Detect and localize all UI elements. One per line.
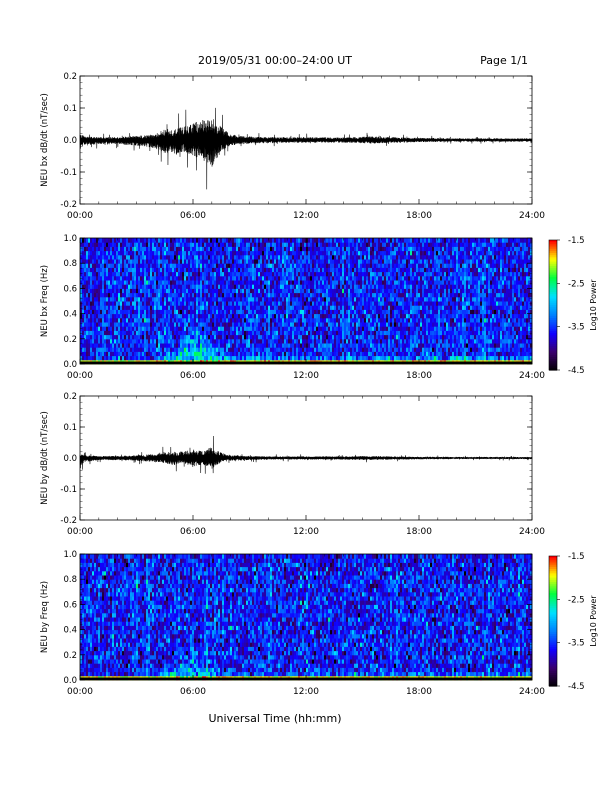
- x-tick-label: 06:00: [180, 211, 206, 221]
- y-tick-label: -0.2: [60, 200, 77, 210]
- y-tick-label: -0.1: [60, 168, 77, 178]
- x-tick-label: 18:00: [406, 211, 432, 221]
- spectrogram-cells: [80, 238, 533, 365]
- page-number: Page 1/1: [480, 54, 528, 67]
- y-axis-label: NEU bx dB/dt (nT/sec): [40, 93, 50, 187]
- x-tick-label: 12:00: [293, 211, 319, 221]
- series-line: [80, 108, 532, 190]
- page-title: 2019/05/31 00:00–24:00 UT: [198, 54, 352, 67]
- bx-dbdt-panel: 00:00 06:00 12:00 18:00 24:00 -0.2 -0.1 0.0 0.1 0…: [40, 72, 545, 221]
- y-tick-label: 0.2: [63, 72, 77, 82]
- y-tick-label: 0.1: [63, 104, 77, 114]
- y-tick-label: 0.0: [63, 136, 77, 146]
- x-tick-label: 00:00: [67, 211, 93, 221]
- x-tick-label: 24:00: [519, 211, 545, 221]
